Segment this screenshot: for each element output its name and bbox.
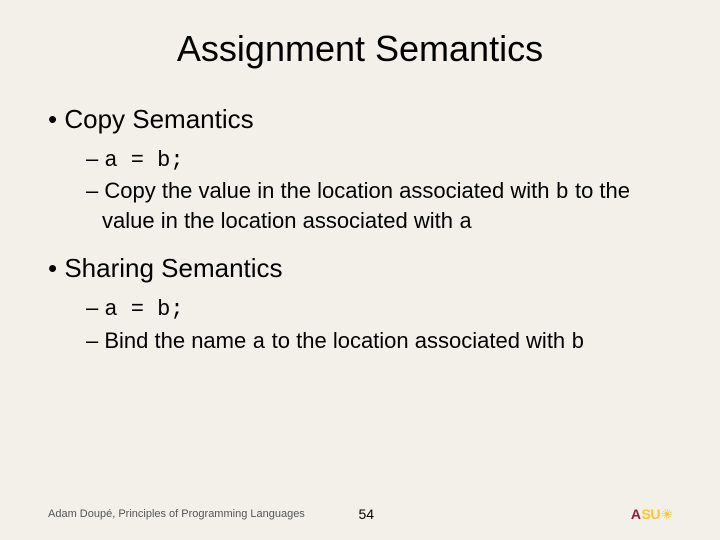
section-copy-semantics: Copy Semantics a = b; Copy the value in … xyxy=(48,104,672,237)
bullet-sharing-heading: Sharing Semantics xyxy=(48,253,672,284)
code-b: b xyxy=(556,180,569,205)
code-a: a xyxy=(459,210,472,235)
text-pre: Copy the value in the location associate… xyxy=(104,178,555,203)
footer: Adam Doupé, Principles of Programming La… xyxy=(48,506,672,522)
code-b-2: b xyxy=(571,330,584,355)
dash-sharing-desc: Bind the name a to the location associat… xyxy=(86,327,672,357)
sub-list-sharing: a = b; Bind the name a to the location a… xyxy=(48,294,672,356)
sub-list-copy: a = b; Copy the value in the location as… xyxy=(48,145,672,237)
dash-code-1: a = b; xyxy=(86,145,672,175)
code-ab-1: a = b; xyxy=(104,148,183,173)
sunburst-icon xyxy=(662,509,672,519)
bullet-copy-heading: Copy Semantics xyxy=(48,104,672,135)
slide: Assignment Semantics Copy Semantics a = … xyxy=(0,0,720,540)
logo-su: SU xyxy=(642,506,660,522)
page-number: 54 xyxy=(358,506,374,522)
text-mid-2: to the location associated with xyxy=(266,328,572,353)
footer-author: Adam Doupé, Principles of Programming La… xyxy=(48,508,305,520)
code-ab-2: a = b; xyxy=(104,297,183,322)
asu-logo: ASU xyxy=(631,506,672,522)
section-sharing-semantics: Sharing Semantics a = b; Bind the name a… xyxy=(48,253,672,356)
dash-copy-desc: Copy the value in the location associate… xyxy=(86,177,672,237)
text-pre-2: Bind the name xyxy=(104,328,252,353)
dash-code-2: a = b; xyxy=(86,294,672,324)
logo-a: A xyxy=(631,506,641,522)
slide-title: Assignment Semantics xyxy=(48,28,672,70)
code-a-2: a xyxy=(252,330,265,355)
